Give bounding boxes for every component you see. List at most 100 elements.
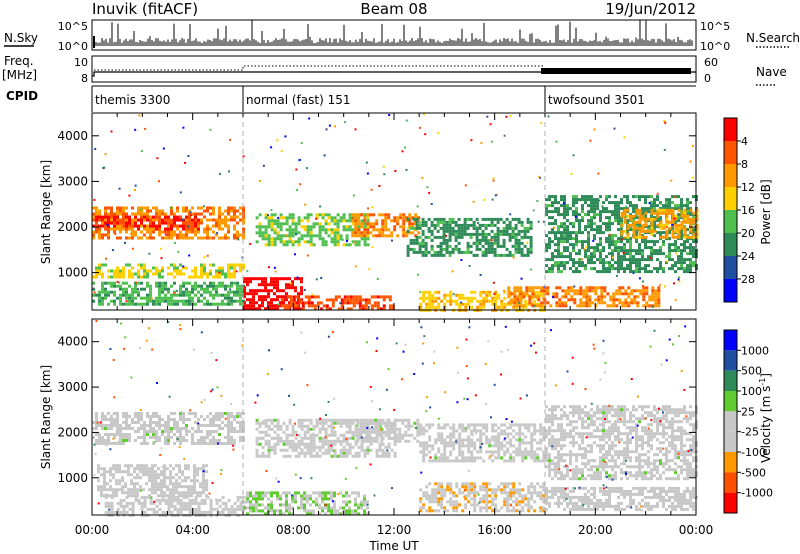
heat-cell: [107, 439, 110, 442]
heat-cell: [273, 304, 276, 308]
heat-cell: [384, 222, 388, 226]
heat-cell: [300, 225, 304, 229]
heat-cell: [267, 491, 270, 495]
heat-cell: [570, 289, 574, 293]
heat-cell: [484, 247, 488, 251]
heat-cell: [511, 232, 515, 236]
heat-cell: [224, 507, 228, 511]
heat-cell: [337, 307, 341, 311]
heat-cell: [558, 301, 562, 305]
heat-cell: [593, 267, 596, 271]
heat-cell: [143, 421, 146, 424]
heat-cell: [357, 228, 361, 232]
heat-cell: [190, 485, 193, 489]
heat-cell: [107, 218, 110, 222]
heat-cell: [291, 439, 295, 443]
heat-cell: [95, 439, 98, 442]
heat-cell: [107, 427, 110, 430]
heat-cell: [478, 226, 482, 230]
heat-cell: [209, 421, 212, 424]
heat-cell: [662, 252, 665, 256]
heat-cell: [152, 501, 156, 505]
heat-cell: [411, 222, 415, 226]
heat-cell: [252, 301, 255, 305]
heat-cell: [383, 173, 386, 176]
heat-cell: [233, 290, 236, 294]
heat-cell: [563, 213, 566, 217]
heat-cell: [216, 232, 219, 235]
heat-cell: [563, 240, 566, 244]
heat-cell: [262, 164, 265, 167]
heat-cell: [491, 198, 494, 201]
heat-cell: [104, 495, 108, 499]
heat-cell: [686, 207, 689, 211]
heat-cell: [683, 229, 687, 233]
heat-cell: [148, 473, 151, 477]
heat-cell: [170, 498, 174, 502]
heat-cell: [547, 115, 550, 118]
heat-cell: [107, 206, 110, 210]
heat-cell: [109, 494, 112, 498]
heat-cell: [575, 243, 578, 247]
heat-cell: [134, 421, 137, 424]
heat-cell: [184, 467, 187, 471]
heat-cell: [599, 225, 602, 229]
heat-cell: [104, 427, 107, 430]
heat-cell: [617, 258, 620, 262]
heat-cell: [566, 219, 569, 223]
heat-cell: [635, 216, 638, 220]
heat-cell: [128, 427, 131, 430]
heat-cell: [428, 296, 432, 300]
heat-cell: [103, 470, 106, 474]
heat-cell: [297, 442, 301, 446]
heat-cell: [143, 498, 147, 502]
heat-cell: [224, 218, 227, 222]
heat-cell: [408, 225, 412, 229]
heat-cell: [469, 250, 473, 254]
heat-cell: [312, 427, 316, 431]
heat-cell: [101, 436, 104, 439]
heat-cell: [454, 220, 458, 224]
heat-cell: [206, 299, 209, 303]
heat-cell: [312, 424, 316, 428]
heat-cell: [626, 207, 629, 211]
heat-cell: [490, 247, 494, 251]
heat-cell: [333, 494, 336, 498]
heat-cell: [585, 292, 589, 296]
heat-cell: [360, 222, 364, 226]
heat-cell: [236, 221, 239, 225]
heat-cell: [695, 235, 699, 239]
heat-cell: [671, 229, 675, 233]
heat-cell: [370, 304, 374, 308]
heat-cell: [125, 412, 128, 415]
heat-cell: [551, 252, 554, 256]
heat-cell: [620, 201, 623, 205]
heat-cell: [614, 204, 617, 208]
heat-cell: [587, 249, 590, 253]
heat-cell: [514, 235, 518, 239]
heat-cell: [405, 169, 408, 171]
heat-cell: [636, 295, 640, 299]
heat-cell: [695, 223, 699, 227]
heat-cell: [218, 510, 222, 514]
heat-cell: [641, 267, 644, 271]
y-tick-label: 2000: [57, 220, 88, 234]
heat-cell: [158, 224, 161, 228]
heat-cell: [659, 219, 662, 223]
heat-cell: [109, 479, 112, 483]
heat-cell: [641, 235, 645, 239]
heat-cell: [617, 222, 620, 226]
heat-cell: [330, 237, 334, 241]
n-tick-left-high: 10^5: [58, 20, 88, 33]
freq-tick-high: 10: [74, 56, 88, 69]
heat-cell: [564, 301, 568, 305]
heat-cell: [194, 421, 197, 424]
heat-cell: [143, 275, 146, 279]
heat-cell: [425, 305, 429, 309]
colorbar-swatch: [724, 164, 737, 187]
heat-cell: [164, 287, 167, 291]
heat-cell: [276, 298, 279, 302]
power-ylabel: Slant Range [km]: [39, 160, 53, 264]
heat-cell: [242, 263, 245, 267]
heat-cell: [635, 231, 638, 235]
